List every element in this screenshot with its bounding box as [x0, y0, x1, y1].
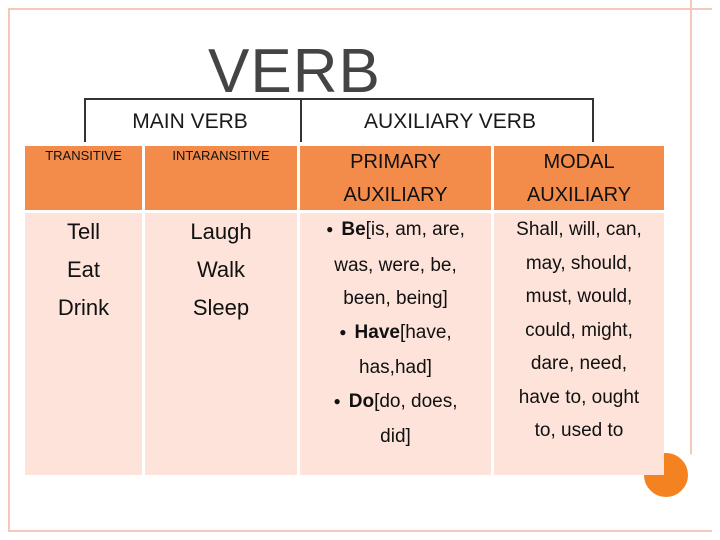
modal-auxiliary-header: MODAL AUXILIARY — [494, 146, 664, 210]
intransitive-item: Laugh — [190, 219, 252, 244]
intransitive-item: Walk — [196, 257, 246, 282]
modal-auxiliary-cell: Shall, will, can, may, should, must, wou… — [494, 213, 664, 475]
primary-auxiliary-cell: ● Be[is, am, are, was, were, be, been, be… — [300, 213, 491, 475]
do-label: Do — [348, 390, 375, 412]
be-forms-line1: [is, am, are, — [365, 219, 465, 240]
bracket-center-tick — [300, 98, 302, 142]
primary-header-line1: PRIMARY — [350, 151, 441, 173]
frame-bottom-line — [8, 530, 712, 532]
modal-line: to, used to — [534, 420, 624, 441]
do-forms-line2: did] — [380, 426, 411, 447]
modal-line: Shall, will, can, — [516, 219, 642, 240]
frame-top-line — [8, 8, 712, 10]
modal-line: may, should, — [525, 252, 633, 274]
modal-line: dare, need, — [530, 353, 628, 374]
bullet-icon: ● — [326, 222, 334, 236]
page-title: VERB — [208, 37, 381, 106]
primary-auxiliary-header: PRIMARY AUXILIARY — [300, 146, 491, 210]
be-forms-line3: been, being] — [343, 288, 448, 309]
bullet-icon: ● — [339, 324, 347, 339]
transitive-item: Eat — [66, 257, 101, 282]
frame-left-line — [8, 8, 10, 532]
modal-line: have to, ought — [518, 386, 640, 408]
do-forms-line1: [do, does, — [374, 390, 458, 412]
bullet-icon: ● — [333, 393, 341, 408]
transitive-header: TRANSITIVE — [25, 146, 142, 210]
primary-header-line2: AUXILIARY — [343, 184, 448, 206]
bracket-left-tick — [84, 98, 86, 142]
modal-line: could, might, — [525, 319, 633, 341]
modal-header-line2: AUXILIARY — [526, 184, 632, 206]
be-forms-line2: was, were, be, — [334, 254, 457, 276]
be-label: Be — [341, 219, 366, 240]
intransitive-item: Sleep — [192, 295, 250, 320]
intransitive-cell: Laugh Walk Sleep — [145, 213, 297, 475]
modal-header-line1: MODAL — [543, 151, 615, 173]
have-forms-line2: has,had] — [359, 357, 432, 378]
bracket-right-tick — [592, 98, 594, 142]
main-verb-heading: MAIN VERB — [132, 110, 248, 133]
transitive-item: Drink — [57, 295, 110, 320]
auxiliary-verb-heading: AUXILIARY VERB — [364, 110, 536, 133]
modal-line: must, would, — [525, 286, 633, 307]
have-forms-line1: [have, — [399, 321, 452, 343]
bracket-top-line — [84, 98, 594, 100]
decorative-orange-circle — [641, 450, 691, 500]
frame-right-line — [690, 0, 692, 455]
transitive-item: Tell — [66, 219, 100, 244]
intransitive-header: INTARANSITIVE — [145, 146, 297, 210]
transitive-cell: Tell Eat Drink — [25, 213, 142, 475]
have-label: Have — [354, 321, 400, 343]
